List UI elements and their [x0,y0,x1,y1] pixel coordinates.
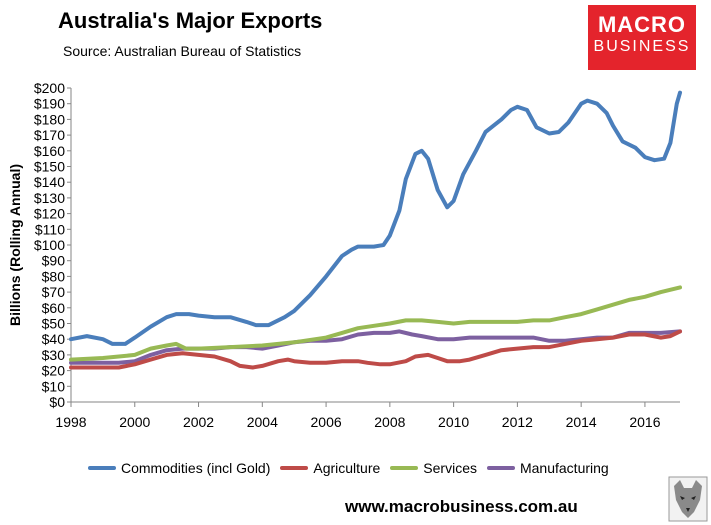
logo-line-2: BUSINESS [593,38,691,55]
legend-swatch [486,466,515,470]
x-tick-label: 2014 [566,414,597,430]
legend-swatch [88,466,116,470]
legend-item-agriculture: Agriculture [280,460,380,476]
series-line-commodities [69,90,682,346]
y-tick-label: $190 [34,96,65,112]
y-tick-label: $80 [42,268,66,284]
legend-label: Manufacturing [519,460,609,476]
x-tick-labels: 1998 2000 2002 2004 2006 2008 2010 2012 2014 2016 [55,414,660,430]
legend-item-services: Services [390,460,477,476]
y-tick-label: $140 [34,174,65,190]
series-line-agriculture [69,329,682,370]
legend-item-commodities: Commodities (incl Gold) [88,460,270,476]
chart-axes [67,87,680,407]
y-tick-label: $160 [34,143,65,159]
legend-item-manufacturing: Manufacturing [486,460,609,476]
legend-swatch [390,466,419,470]
legend-label: Commodities (incl Gold) [121,460,271,476]
y-axis-label: Billions (Rolling Annual) [7,164,23,326]
chart-series [69,90,682,370]
x-tick-label: 2010 [438,414,469,430]
y-tick-label: $150 [34,159,65,175]
y-tick-label: $0 [49,394,65,410]
source-name: Australian Bureau of Statistics [114,43,302,59]
x-tick-label: 2008 [374,414,405,430]
x-tick-label: 2016 [629,414,660,430]
x-tick-label: 2004 [247,414,278,430]
x-tick-label: 2006 [311,414,342,430]
y-tick-label: $40 [42,331,66,347]
x-tick-label: 2000 [119,414,150,430]
y-tick-label: $200 [34,80,65,96]
chart-legend: Commodities (incl Gold) Agriculture Servic… [88,459,619,477]
y-tick-label: $90 [42,253,66,269]
y-tick-label: $70 [42,284,66,300]
y-tick-label: $50 [42,316,66,332]
y-tick-label: $30 [42,347,66,363]
y-tick-label: $20 [42,363,66,379]
y-tick-label: $120 [34,206,65,222]
y-tick-label: $60 [42,300,66,316]
footer-url: www.macrobusiness.com.au [345,497,578,516]
wolf-logo-icon [668,476,708,522]
logo-line-1: MACRO [597,12,687,37]
y-tick-label: $130 [34,190,65,206]
legend-label: Agriculture [313,460,381,476]
x-tick-label: 2012 [502,414,533,430]
chart-title: Australia's Major Exports [58,8,323,33]
macrobusiness-logo: MACRO BUSINESS [588,5,696,70]
legend-label: Services [423,460,477,476]
series-line-services [69,285,682,362]
y-tick-label: $10 [42,378,66,394]
x-tick-label: 2002 [183,414,214,430]
source-label: Source: [63,43,112,59]
y-tick-label: $100 [34,237,65,253]
y-tick-label: $180 [34,111,65,127]
y-tick-labels: $0$10$20$30$40$50$60$70$80$90$100$110$12… [34,80,65,410]
y-tick-label: $110 [35,221,65,237]
legend-swatch [280,466,309,470]
source-line: Source: Australian Bureau of Statistics [63,43,301,59]
y-tick-label: $170 [34,127,65,143]
x-tick-label: 1998 [55,414,86,430]
